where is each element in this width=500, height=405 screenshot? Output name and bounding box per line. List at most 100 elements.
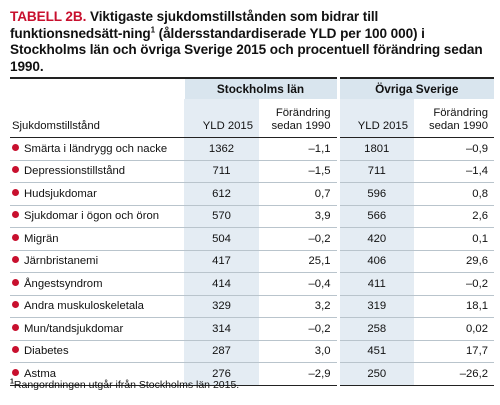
col-header-yld-ovriga: YLD 2015 (336, 99, 414, 138)
cell-yld-stockholm: 414 (184, 272, 259, 296)
col-header-change-ovriga-line1: Förändring (433, 107, 488, 119)
col-header-change-stockholm-line1: Förändring (275, 107, 331, 119)
cell-condition: Smärta i ländrygg och nacke (10, 137, 184, 161)
cell-condition: Migrän (10, 227, 184, 251)
table-body: Smärta i ländrygg och nacke 1362 –1,1 1801–… (10, 137, 494, 386)
cell-condition: Diabetes (10, 340, 184, 363)
group-header-empty (10, 77, 184, 99)
table-row: Ångestsyndrom 414 –0,4 411 –0,2 (10, 272, 494, 296)
condition-name: Järnbristanemi (24, 255, 99, 268)
col-header-change-stockholm-line2: sedan 1990 (271, 120, 331, 132)
bullet-icon (12, 368, 19, 376)
cell-change-stockholm: 0,7 (259, 182, 338, 206)
footnote-mark: 1 (10, 378, 14, 386)
cell-condition: Depressionstillstånd (10, 160, 184, 183)
table-row: Diabetes 287 3,0 451 17,7 (10, 340, 494, 363)
table-title-text-part1: Viktigaste sjukdomstillstånden som bidra… (10, 9, 379, 41)
bullet-icon (12, 233, 19, 241)
cell-change-ovriga: 0,1 (414, 227, 494, 251)
cell-yld-ovriga: 596 (336, 182, 414, 206)
table-row: Andra muskuloskeletala 329 3,2 319 18,1 (10, 295, 494, 318)
table-title: TABELL 2B. Viktigaste sjukdomstillstånden… (10, 9, 494, 75)
cell-condition: Sjukdomar i ögon och öron (10, 205, 184, 228)
cell-change-stockholm: –0,2 (259, 317, 338, 341)
col-header-condition: Sjukdomstillstånd (10, 99, 184, 138)
condition-name: Migrän (24, 232, 59, 245)
cell-yld-ovriga: 566 (336, 205, 414, 228)
bullet-icon (12, 323, 19, 331)
bullet-icon (12, 143, 19, 151)
cell-condition: Mun/tandsjukdomar (10, 317, 184, 341)
data-table: Stockholms län Övriga Sverige Sjukdomsti… (10, 77, 494, 386)
table-title-text-part2: (åldersstandardiserade YLD per 100 000) … (10, 25, 483, 74)
bullet-icon (12, 166, 19, 174)
cell-condition: Hudsjukdomar (10, 182, 184, 206)
cell-yld-stockholm: 314 (184, 317, 259, 341)
condition-name: Astma (24, 367, 57, 380)
cell-condition: Andra muskuloskeletala (10, 295, 184, 318)
cell-change-ovriga: –0,9 (414, 137, 494, 161)
footnote: 1Rangordningen utgår ifrån Stockholms lä… (10, 378, 240, 392)
bullet-icon (12, 256, 19, 264)
bullet-icon (12, 346, 19, 354)
cell-change-ovriga: 0,8 (414, 182, 494, 206)
cell-yld-ovriga: 319 (336, 295, 414, 318)
cell-yld-ovriga: 258 (336, 317, 414, 341)
cell-yld-ovriga: 420 (336, 227, 414, 251)
cell-yld-stockholm: 570 (184, 205, 259, 228)
cell-yld-stockholm: 1362 (184, 137, 259, 161)
cell-change-ovriga: 18,1 (414, 295, 494, 318)
condition-name: Sjukdomar i ögon och öron (24, 210, 160, 223)
table-row: Migrän 504 –0,2 420 0,1 (10, 227, 494, 251)
col-header-change-ovriga: Förändring sedan 1990 (414, 99, 494, 138)
bullet-icon (12, 188, 19, 196)
cell-yld-ovriga: 411 (336, 272, 414, 296)
cell-yld-stockholm: 329 (184, 295, 259, 318)
column-header-row: Sjukdomstillstånd YLD 2015 Förändring sed… (10, 99, 494, 138)
cell-change-stockholm: 3,0 (259, 340, 338, 363)
cell-change-stockholm: –1,5 (259, 160, 338, 183)
cell-yld-stockholm: 276 (184, 362, 259, 386)
group-header-row: Stockholms län Övriga Sverige (10, 77, 494, 99)
cell-yld-stockholm: 612 (184, 182, 259, 206)
cell-change-ovriga: 2,6 (414, 205, 494, 228)
condition-name: Smärta i ländrygg och nacke (24, 142, 168, 155)
cell-yld-ovriga: 250 (336, 362, 414, 386)
col-header-yld-stockholm: YLD 2015 (184, 99, 259, 138)
table-row: Astma 276 –2,9 250 –26,2 (10, 362, 494, 386)
cell-change-ovriga: 0,02 (414, 317, 494, 341)
condition-name: Depressionstillstånd (24, 165, 126, 178)
condition-name: Ångestsyndrom (24, 277, 103, 290)
cell-change-stockholm: 3,9 (259, 205, 338, 228)
bullet-icon (12, 301, 19, 309)
cell-yld-stockholm: 504 (184, 227, 259, 251)
condition-name: Diabetes (24, 345, 69, 358)
table-row: Sjukdomar i ögon och öron 570 3,9 566 2,6 (10, 205, 494, 228)
table-row: Järnbristanemi 417 25,1 406 29,6 (10, 250, 494, 273)
cell-yld-ovriga: 406 (336, 250, 414, 273)
cell-change-stockholm: –1,1 (259, 137, 338, 161)
group-header-stockholm: Stockholms län (183, 77, 338, 99)
condition-name: Andra muskuloskeletala (24, 300, 144, 313)
cell-yld-stockholm: 287 (184, 340, 259, 363)
cell-yld-ovriga: 711 (336, 160, 414, 183)
cell-change-stockholm: –0,4 (259, 272, 338, 296)
cell-yld-ovriga: 451 (336, 340, 414, 363)
cell-change-stockholm: 25,1 (259, 250, 338, 273)
cell-condition: Järnbristanemi (10, 250, 184, 273)
cell-change-stockholm: –0,2 (259, 227, 338, 251)
cell-yld-stockholm: 417 (184, 250, 259, 273)
col-header-change-stockholm: Förändring sedan 1990 (259, 99, 338, 138)
cell-change-ovriga: 29,6 (414, 250, 494, 273)
table-title-label: TABELL 2B. (10, 9, 87, 24)
cell-change-stockholm: –2,9 (259, 362, 338, 386)
table-row: Hudsjukdomar 612 0,7 596 0,8 (10, 182, 494, 206)
footnote-text: Rangordningen utgår ifrån Stockholms län… (13, 379, 240, 391)
condition-name: Mun/tandsjukdomar (24, 322, 124, 335)
cell-change-ovriga: –0,2 (414, 272, 494, 296)
table-row: Mun/tandsjukdomar 314 –0,2 258 0,02 (10, 317, 494, 341)
cell-condition: Ångestsyndrom (10, 272, 184, 296)
cell-yld-stockholm: 711 (184, 160, 259, 183)
cell-change-ovriga: –1,4 (414, 160, 494, 183)
